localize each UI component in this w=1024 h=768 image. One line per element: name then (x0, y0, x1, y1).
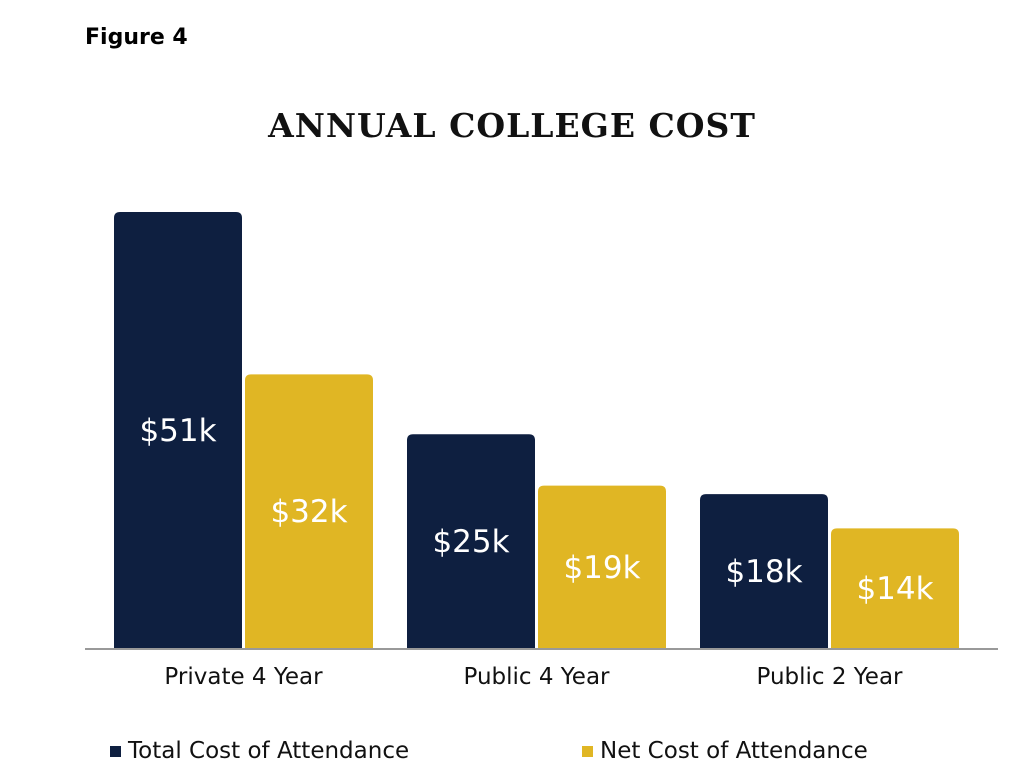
category-label-1: Private 4 Year (164, 664, 323, 690)
bar-chart: $51k $32k Private 4 Year $25k $19k Public 4 Y… (0, 0, 1024, 768)
legend-swatch-total (110, 746, 121, 757)
category-label-2: Public 4 Year (463, 664, 610, 690)
legend-swatch-net (582, 746, 593, 757)
value-label-total-1: $51k (139, 413, 216, 449)
value-label-total-3: $18k (725, 554, 802, 590)
legend-item-total: Total Cost of Attendance (110, 736, 409, 766)
value-label-net-1: $32k (270, 494, 347, 530)
legend-item-net: Net Cost of Attendance (582, 736, 868, 766)
legend-label-net: Net Cost of Attendance (600, 736, 868, 766)
value-label-total-2: $25k (432, 524, 509, 560)
legend-label-total: Total Cost of Attendance (128, 736, 409, 766)
value-label-net-2: $19k (563, 550, 640, 586)
value-label-net-3: $14k (856, 571, 933, 607)
category-label-3: Public 2 Year (756, 664, 903, 690)
